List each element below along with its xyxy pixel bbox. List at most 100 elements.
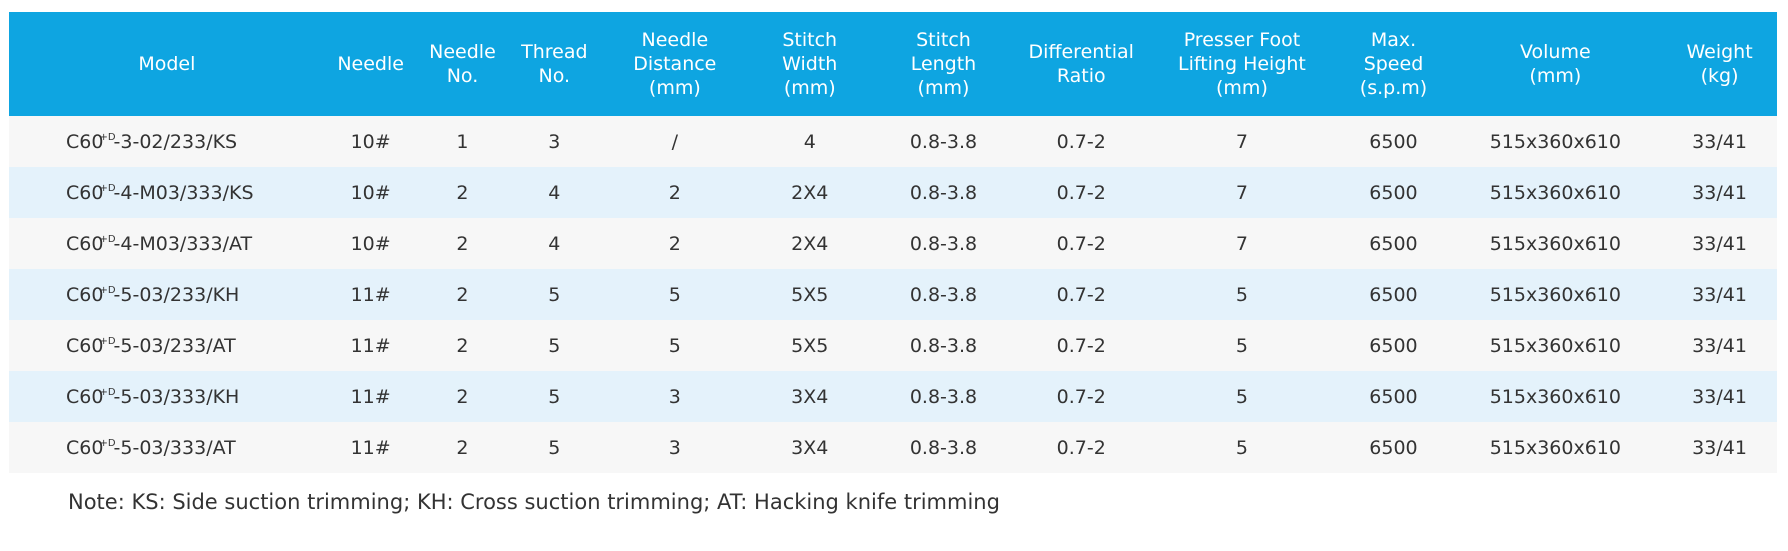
- cell-weight: 33/41: [1662, 116, 1777, 167]
- column-header-thread-no: Thread No.: [508, 12, 601, 116]
- column-header-line: Model: [138, 53, 196, 75]
- cell-volume: 515x360x610: [1448, 320, 1663, 371]
- cell-differential-ratio: 0.7-2: [1016, 371, 1146, 422]
- table-body: C60+D-3-02/233/KS 10# 1 3/4 0.8-3.8 0.7-2 7 650…: [9, 116, 1777, 473]
- cell-stitch-width: 2X4: [749, 218, 870, 269]
- column-header-line: Max.: [1370, 29, 1417, 51]
- model-suffix: -3-02/233/KS: [113, 130, 238, 153]
- cell-thread-no: 5: [508, 320, 601, 371]
- model-base: C60: [66, 283, 104, 306]
- cell-needle-no: 2: [416, 167, 509, 218]
- model-base: C60: [66, 232, 104, 255]
- cell-thread-no: 3: [508, 116, 601, 167]
- cell-thread-no: 4: [508, 167, 601, 218]
- cell-needle: 11#: [324, 269, 417, 320]
- model-superscript: +D: [99, 182, 116, 194]
- column-header-line: (mm): [1216, 77, 1268, 99]
- cell-presser-foot-lifting-height: 5: [1145, 269, 1339, 320]
- cell-differential-ratio: 0.7-2: [1016, 269, 1146, 320]
- cell-volume: 515x360x610: [1448, 167, 1663, 218]
- cell-stitch-width: 5X5: [749, 320, 870, 371]
- cell-volume: 515x360x610: [1448, 269, 1663, 320]
- model-superscript: +D: [99, 386, 116, 398]
- cell-model: C60+D-5-03/333/KH: [9, 371, 325, 422]
- table-row: C60+D-5-03/333/AT 11# 2 5 3 3X4 0.8-3.8 0.7-2 5 6…: [9, 422, 1777, 473]
- cell-needle-distance: 5: [600, 320, 750, 371]
- column-header-line: (mm): [1529, 65, 1582, 87]
- cell-stitch-length: 0.8-3.8: [870, 218, 1017, 269]
- cell-thread-no: 5: [508, 422, 601, 473]
- column-header-line: Weight: [1686, 41, 1753, 63]
- cell-stitch-width: 3X4: [749, 371, 870, 422]
- cell-volume: 515x360x610: [1448, 116, 1663, 167]
- cell-needle-distance: 5: [600, 269, 750, 320]
- cell-model: C60+D-5-03/233/KH: [9, 269, 325, 320]
- model-superscript: +D: [99, 335, 116, 347]
- cell-stitch-width: 3X4: [749, 422, 870, 473]
- cell-stitch-length: 0.8-3.8: [870, 320, 1017, 371]
- cell-needle-distance: /: [600, 116, 750, 167]
- column-header-line: Thread: [521, 41, 588, 63]
- cell-stitch-length: 0.8-3.8: [870, 269, 1017, 320]
- column-header-line: (s.p.m): [1359, 77, 1428, 99]
- cell-needle-no: 2: [416, 269, 509, 320]
- cell-presser-foot-lifting-height: 5: [1145, 320, 1339, 371]
- cell-thread-no: 5: [508, 269, 601, 320]
- column-header-line: Ratio: [1056, 65, 1106, 87]
- cell-differential-ratio: 0.7-2: [1016, 422, 1146, 473]
- column-header-line: (mm): [648, 77, 701, 99]
- column-header-line: Speed: [1363, 53, 1424, 75]
- column-header-line: Stitch: [916, 29, 971, 51]
- column-header-line: Lifting Height: [1177, 53, 1306, 75]
- cell-needle: 10#: [324, 167, 417, 218]
- cell-stitch-length: 0.8-3.8: [870, 167, 1017, 218]
- cell-needle: 11#: [324, 422, 417, 473]
- cell-model: C60+D-4-M03/333/KS: [9, 167, 325, 218]
- cell-stitch-length: 0.8-3.8: [870, 371, 1017, 422]
- column-header-line: No.: [446, 65, 479, 87]
- column-header-line: Distance: [633, 53, 717, 75]
- cell-model: C60+D-5-03/333/AT: [9, 422, 325, 473]
- model-suffix: -5-03/233/AT: [113, 334, 236, 357]
- cell-needle: 11#: [324, 371, 417, 422]
- model-base: C60: [66, 436, 104, 459]
- column-header-stitch-length: Stitch Length (mm): [870, 12, 1017, 116]
- cell-needle: 10#: [324, 218, 417, 269]
- column-header-line: Width: [782, 53, 838, 75]
- model-suffix: -4-M03/333/AT: [113, 232, 253, 255]
- cell-stitch-width: 2X4: [749, 167, 870, 218]
- table-row: C60+D-5-03/233/AT 11# 2 5 5 5X5 0.8-3.8 0.7-2 5 6…: [9, 320, 1777, 371]
- model-base: C60: [66, 334, 104, 357]
- cell-needle-distance: 2: [600, 218, 750, 269]
- column-header-line: (kg): [1700, 65, 1739, 87]
- cell-weight: 33/41: [1662, 320, 1777, 371]
- cell-needle-no: 2: [416, 320, 509, 371]
- column-header-line: Volume: [1520, 41, 1591, 63]
- column-header-presser-foot-lifting-height: Presser Foot Lifting Height (mm): [1145, 12, 1339, 116]
- model-superscript: +D: [99, 284, 116, 296]
- column-header-line: (mm): [783, 77, 836, 99]
- cell-stitch-length: 0.8-3.8: [870, 422, 1017, 473]
- column-header-line: Needle: [641, 29, 709, 51]
- cell-differential-ratio: 0.7-2: [1016, 167, 1146, 218]
- cell-weight: 33/41: [1662, 371, 1777, 422]
- column-header-line: Presser Foot: [1183, 29, 1301, 51]
- table-row: C60+D-3-02/233/KS 10# 1 3/4 0.8-3.8 0.7-2 7 650…: [9, 116, 1777, 167]
- cell-model: C60+D-4-M03/333/AT: [9, 218, 325, 269]
- cell-needle-no: 2: [416, 371, 509, 422]
- cell-weight: 33/41: [1662, 422, 1777, 473]
- model-suffix: -5-03/333/KH: [113, 385, 240, 408]
- table-row: C60+D-5-03/233/KH 11# 2 5 5 5X5 0.8-3.8 0.7-2 5 6…: [9, 269, 1777, 320]
- cell-needle: 11#: [324, 320, 417, 371]
- model-superscript: +D: [99, 233, 116, 245]
- table-header-row: Model Needle Needle No. Thread No. Needle Dista…: [9, 12, 1777, 116]
- cell-max-speed: 6500: [1338, 320, 1449, 371]
- column-header-line: Needle: [429, 41, 496, 63]
- model-superscript: +D: [99, 437, 116, 449]
- cell-thread-no: 5: [508, 371, 601, 422]
- cell-stitch-width: 5X5: [749, 269, 870, 320]
- column-header-line: Needle: [337, 53, 404, 75]
- cell-needle-no: 2: [416, 218, 509, 269]
- cell-needle-distance: 2: [600, 167, 750, 218]
- column-header-line: Length: [910, 53, 977, 75]
